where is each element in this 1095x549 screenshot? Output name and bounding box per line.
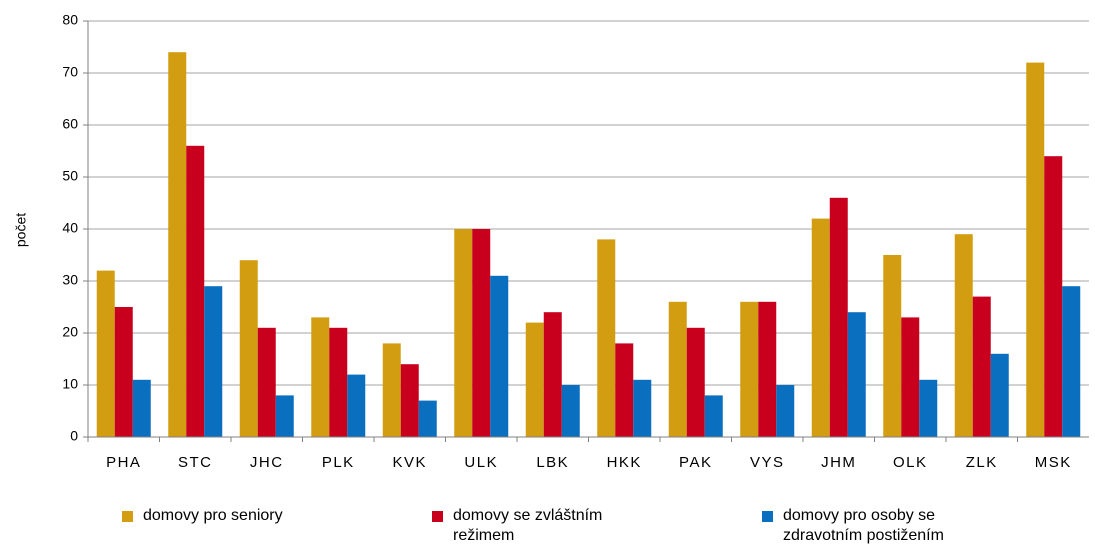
bar [186, 145, 205, 438]
x-tick-label: PLK [322, 454, 355, 471]
x-tick-label: HKK [607, 454, 642, 471]
bar [811, 218, 830, 437]
legend-label: domovy se zvláštním režimem [453, 507, 603, 544]
x-tick-label: JHC [250, 454, 284, 471]
legend-swatch [122, 511, 133, 522]
x-tick-label: LBK [536, 454, 569, 471]
bar [132, 379, 151, 437]
chart: počet 0 10 20 30 40 50 60 70 80 PHA STC JHC PLK KVK UL… [13, 12, 1089, 471]
x-tick-label: ULK [464, 454, 498, 471]
bar [490, 275, 509, 437]
bar [329, 327, 348, 437]
bar [704, 395, 723, 437]
x-tick-label: JHM [821, 454, 856, 471]
x-tick-label: VYS [750, 454, 785, 471]
bar [114, 307, 133, 437]
x-tick-label: PAK [679, 454, 712, 471]
bar [400, 364, 419, 437]
bar [1026, 62, 1045, 437]
bar [615, 343, 634, 437]
bar [382, 343, 401, 437]
x-tick-label: ZLK [966, 454, 998, 471]
bar [972, 296, 991, 437]
y-tick-label: 40 [62, 220, 78, 236]
bar [311, 317, 330, 437]
bar [543, 312, 562, 437]
legend-label: domovy pro seniory [143, 507, 283, 524]
y-tick-label: 60 [62, 116, 78, 132]
legend-item: domovy se zvláštním režimem [432, 506, 662, 546]
bar [257, 327, 276, 437]
bar [740, 301, 759, 437]
bar [96, 270, 115, 437]
y-tick-label: 10 [62, 376, 78, 392]
bar [1044, 156, 1063, 437]
bar [829, 197, 848, 437]
bar [776, 385, 795, 437]
bar [168, 52, 187, 437]
bar [454, 229, 473, 437]
bar [901, 317, 920, 437]
y-tick-label: 0 [70, 428, 78, 444]
y-tick-label: 70 [62, 64, 78, 80]
bar [954, 234, 973, 437]
bar [597, 239, 616, 437]
bar [668, 301, 687, 437]
x-tick-label: PHA [106, 454, 141, 471]
legend-swatch [762, 511, 773, 522]
x-tick-label: OLK [893, 454, 928, 471]
bar [990, 353, 1009, 437]
y-tick-label: 20 [62, 324, 78, 340]
bar [275, 395, 294, 437]
legend-swatch [432, 511, 443, 522]
bar [525, 322, 544, 437]
bar [239, 260, 258, 437]
y-axis-label: počet [13, 213, 29, 247]
bar [883, 255, 902, 437]
bar [204, 286, 223, 437]
bar [561, 385, 580, 437]
y-tick-label: 30 [62, 272, 78, 288]
bar [418, 400, 437, 437]
bar [919, 379, 938, 437]
y-tick-label: 80 [62, 12, 78, 28]
y-tick-label: 50 [62, 168, 78, 184]
bar [686, 327, 705, 437]
x-tick-label: MSK [1035, 454, 1072, 471]
bar [472, 229, 491, 437]
legend-item: domovy pro seniory [122, 506, 382, 526]
bar [347, 374, 366, 437]
legend-label: domovy pro osoby se zdravotním postižení… [783, 507, 944, 544]
bar [1062, 286, 1081, 437]
bar [758, 301, 777, 437]
x-tick-label: STC [178, 454, 213, 471]
bar [633, 379, 652, 437]
x-tick-label: KVK [392, 454, 427, 471]
legend-item: domovy pro osoby se zdravotním postižení… [762, 506, 1062, 546]
bar [847, 312, 866, 437]
